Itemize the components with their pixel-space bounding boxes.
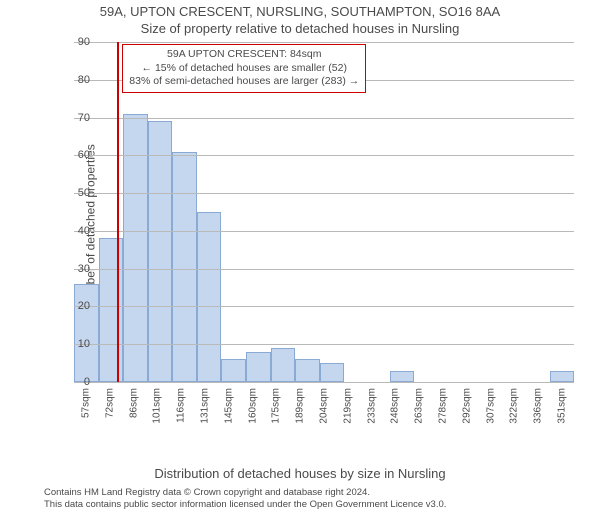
x-tick-label: 233sqm: [366, 388, 377, 424]
plot-area: 010203040506070809059A UPTON CRESCENT: 8…: [74, 42, 574, 382]
grid-line: [74, 306, 574, 307]
histogram-bar: [390, 371, 415, 382]
histogram-bar: [197, 212, 222, 382]
chart-wrapper: Number of detached properties 0102030405…: [52, 42, 582, 412]
grid-line: [74, 269, 574, 270]
y-tick-label: 90: [78, 36, 90, 48]
grid-line: [74, 42, 574, 43]
reference-line: [117, 42, 119, 382]
histogram-bar: [550, 371, 575, 382]
footer-line2: This data contains public sector informa…: [44, 499, 600, 511]
x-tick-label: 263sqm: [414, 388, 425, 424]
x-tick-label: 307sqm: [485, 388, 496, 424]
histogram-bar: [172, 152, 197, 382]
histogram-bar: [221, 359, 246, 382]
callout-line: 83% of semi-detached houses are larger (…: [129, 75, 359, 89]
callout-box: 59A UPTON CRESCENT: 84sqm← 15% of detach…: [122, 44, 366, 93]
footer: Contains HM Land Registry data © Crown c…: [44, 487, 600, 512]
x-tick-label: 248sqm: [390, 388, 401, 424]
y-tick-label: 80: [78, 74, 90, 86]
histogram-bar: [320, 363, 345, 382]
x-tick-label: 86sqm: [128, 388, 139, 418]
x-tick-label: 278sqm: [438, 388, 449, 424]
x-tick-label: 160sqm: [247, 388, 258, 424]
grid-line: [74, 231, 574, 232]
x-tick-label: 131sqm: [199, 388, 210, 424]
footer-line1: Contains HM Land Registry data © Crown c…: [44, 487, 600, 499]
x-tick-label: 336sqm: [533, 388, 544, 424]
x-tick-label: 204sqm: [319, 388, 330, 424]
y-tick-label: 30: [78, 263, 90, 275]
histogram-bar: [123, 114, 148, 382]
histogram-bar: [74, 284, 99, 382]
grid-line: [74, 193, 574, 194]
histogram-bar: [246, 352, 271, 382]
y-tick-label: 40: [78, 225, 90, 237]
x-tick-label: 351sqm: [557, 388, 568, 424]
y-tick-label: 20: [78, 300, 90, 312]
x-tick-label: 101sqm: [152, 388, 163, 424]
histogram-bar: [148, 121, 173, 382]
x-tick-label: 57sqm: [80, 388, 91, 418]
x-ticks: 57sqm 72sqm 86sqm 101sqm 116sqm 131sqm 145sqm 1…: [74, 384, 574, 444]
x-tick-label: 292sqm: [461, 388, 472, 424]
grid-line: [74, 155, 574, 156]
x-tick-label: 72sqm: [104, 388, 115, 418]
page-title-subtitle: Size of property relative to detached ho…: [0, 21, 600, 36]
x-axis-label: Distribution of detached houses by size …: [0, 466, 600, 481]
page-title-address: 59A, UPTON CRESCENT, NURSLING, SOUTHAMPT…: [0, 4, 600, 19]
x-tick-label: 189sqm: [295, 388, 306, 424]
x-tick-label: 116sqm: [176, 388, 187, 423]
x-tick-label: 219sqm: [342, 388, 353, 424]
grid-line: [74, 344, 574, 345]
histogram-bar: [295, 359, 320, 382]
x-tick-label: 145sqm: [223, 388, 234, 424]
bars-container: [74, 42, 574, 382]
y-tick-label: 60: [78, 149, 90, 161]
y-tick-label: 10: [78, 338, 90, 350]
y-tick-label: 50: [78, 187, 90, 199]
y-tick-label: 70: [78, 112, 90, 124]
grid-line: [74, 382, 574, 383]
x-tick-label: 322sqm: [509, 388, 520, 424]
grid-line: [74, 118, 574, 119]
histogram-bar: [271, 348, 296, 382]
callout-line: ← 15% of detached houses are smaller (52…: [129, 62, 359, 76]
histogram-bar: [99, 238, 124, 382]
x-tick-label: 175sqm: [271, 388, 282, 424]
callout-line: 59A UPTON CRESCENT: 84sqm: [129, 48, 359, 62]
